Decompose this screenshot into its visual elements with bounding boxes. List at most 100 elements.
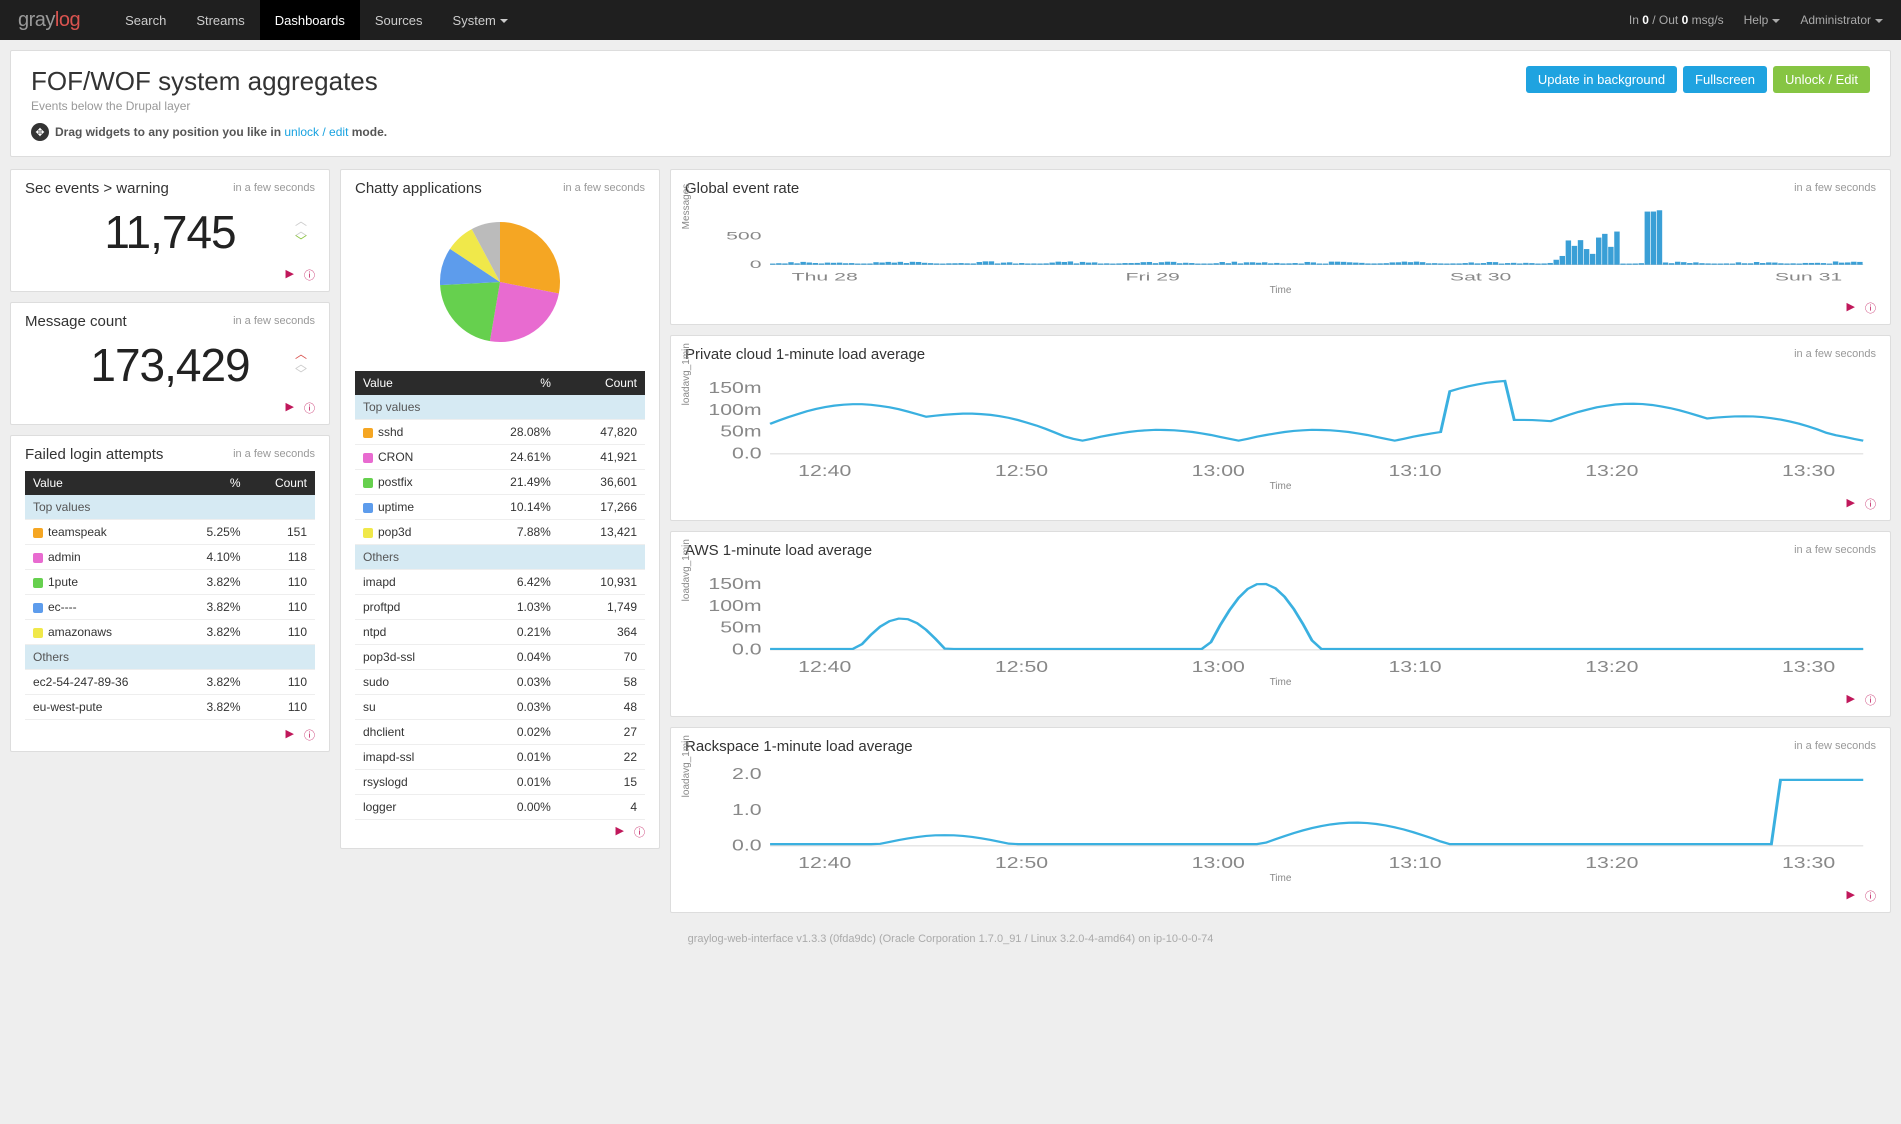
- svg-text:Thu 28: Thu 28: [792, 271, 858, 283]
- chatty-apps-table: Value%CountTop valuessshd28.08%47,820CRO…: [355, 371, 645, 820]
- table-row[interactable]: dhclient0.02%27: [355, 720, 645, 745]
- table-row[interactable]: uptime10.14%17,266: [355, 495, 645, 520]
- io-status: In 0 / Out 0 msg/s: [1629, 13, 1724, 27]
- table-row[interactable]: logger0.00%4: [355, 795, 645, 820]
- nav-sources[interactable]: Sources: [360, 0, 438, 40]
- page-header: FOF/WOF system aggregates Events below t…: [10, 50, 1891, 157]
- svg-text:12:40: 12:40: [798, 854, 851, 871]
- unlock-edit-link[interactable]: unlock / edit: [284, 125, 348, 139]
- svg-text:13:00: 13:00: [1192, 854, 1245, 871]
- navbar: graylog SearchStreamsDashboardsSourcesSy…: [0, 0, 1901, 40]
- refresh-label: in a few seconds: [233, 315, 315, 327]
- nav-items: SearchStreamsDashboardsSourcesSystem: [110, 0, 523, 40]
- svg-text:100m: 100m: [708, 401, 761, 419]
- logo[interactable]: graylog: [18, 9, 80, 32]
- svg-text:12:50: 12:50: [995, 854, 1048, 871]
- help-menu[interactable]: Help: [1744, 13, 1781, 27]
- svg-text:12:50: 12:50: [995, 658, 1048, 675]
- play-icon[interactable]: ▶: [1847, 496, 1855, 512]
- svg-text:Sat 30: Sat 30: [1450, 271, 1511, 283]
- table-row[interactable]: su0.03%48: [355, 695, 645, 720]
- widget-sec-events: Sec events > warning in a few seconds 11…: [10, 169, 330, 292]
- play-icon[interactable]: ▶: [286, 727, 294, 743]
- svg-text:150m: 150m: [708, 575, 761, 593]
- table-row[interactable]: amazonaws3.82%110: [25, 620, 315, 645]
- svg-text:0.0: 0.0: [732, 836, 762, 854]
- info-icon[interactable]: ⓘ: [304, 400, 315, 416]
- page-subtitle: Events below the Drupal layer: [31, 99, 1870, 113]
- update-background-button[interactable]: Update in background: [1526, 66, 1677, 93]
- table-row[interactable]: rsyslogd0.01%15: [355, 770, 645, 795]
- table-row[interactable]: ec2-54-247-89-363.82%110: [25, 670, 315, 695]
- table-row[interactable]: pop3d7.88%13,421: [355, 520, 645, 545]
- widget-failed-logins: Failed login attempts in a few seconds V…: [10, 435, 330, 752]
- trend-icon: ︿︿﹀: [295, 216, 307, 246]
- table-row[interactable]: proftpd1.03%1,749: [355, 595, 645, 620]
- nav-system[interactable]: System: [438, 0, 523, 40]
- table-row[interactable]: imapd6.42%10,931: [355, 570, 645, 595]
- play-icon[interactable]: ▶: [1847, 888, 1855, 904]
- svg-text:1.0: 1.0: [732, 801, 762, 819]
- svg-text:13:30: 13:30: [1782, 658, 1835, 675]
- svg-text:13:30: 13:30: [1782, 854, 1835, 871]
- svg-text:13:20: 13:20: [1585, 854, 1638, 871]
- logo-log: log: [55, 9, 80, 31]
- refresh-label: in a few seconds: [233, 182, 315, 194]
- table-row[interactable]: imapd-ssl0.01%22: [355, 745, 645, 770]
- table-row[interactable]: sudo0.03%58: [355, 670, 645, 695]
- table-row[interactable]: pop3d-ssl0.04%70: [355, 645, 645, 670]
- nav-streams[interactable]: Streams: [181, 0, 259, 40]
- table-row[interactable]: postfix21.49%36,601: [355, 470, 645, 495]
- svg-text:13:30: 13:30: [1782, 462, 1835, 479]
- svg-text:50m: 50m: [720, 422, 761, 440]
- widget-private: Private cloud 1-minute load average in a…: [670, 335, 1891, 521]
- refresh-label: in a few seconds: [1794, 348, 1876, 360]
- refresh-label: in a few seconds: [1794, 182, 1876, 194]
- table-row[interactable]: eu-west-pute3.82%110: [25, 695, 315, 720]
- play-icon[interactable]: ▶: [1847, 300, 1855, 316]
- svg-text:2.0: 2.0: [732, 765, 762, 783]
- footer: graylog-web-interface v1.3.3 (0fda9dc) (…: [10, 913, 1891, 975]
- play-icon[interactable]: ▶: [1847, 692, 1855, 708]
- widget-global: Global event rate in a few seconds Messa…: [670, 169, 1891, 325]
- widget-title: AWS 1-minute load average: [685, 542, 1876, 559]
- admin-menu[interactable]: Administrator: [1800, 13, 1883, 27]
- widget-message-count: Message count in a few seconds 173,429 ︿…: [10, 302, 330, 425]
- refresh-label: in a few seconds: [1794, 544, 1876, 556]
- table-row[interactable]: ec----3.82%110: [25, 595, 315, 620]
- table-row[interactable]: CRON24.61%41,921: [355, 445, 645, 470]
- table-row[interactable]: ntpd0.21%364: [355, 620, 645, 645]
- unlock-edit-button[interactable]: Unlock / Edit: [1773, 66, 1870, 93]
- svg-text:13:10: 13:10: [1388, 854, 1441, 871]
- svg-text:13:20: 13:20: [1585, 462, 1638, 479]
- nav-search[interactable]: Search: [110, 0, 181, 40]
- refresh-label: in a few seconds: [1794, 740, 1876, 752]
- message-count-value: 173,429: [25, 330, 315, 396]
- widget-title: Global event rate: [685, 180, 1876, 197]
- info-icon[interactable]: ⓘ: [304, 267, 315, 283]
- table-row[interactable]: teamspeak5.25%151: [25, 520, 315, 545]
- table-row[interactable]: admin4.10%118: [25, 545, 315, 570]
- play-icon[interactable]: ▶: [286, 267, 294, 283]
- info-icon[interactable]: ⓘ: [304, 727, 315, 743]
- info-icon[interactable]: ⓘ: [1865, 496, 1876, 512]
- trend-icon: ︿︿﹀: [295, 349, 307, 379]
- widget-title: Private cloud 1-minute load average: [685, 346, 1876, 363]
- table-row[interactable]: sshd28.08%47,820: [355, 420, 645, 445]
- info-icon[interactable]: ⓘ: [1865, 300, 1876, 316]
- play-icon[interactable]: ▶: [286, 400, 294, 416]
- info-icon[interactable]: ⓘ: [1865, 692, 1876, 708]
- svg-text:12:40: 12:40: [798, 658, 851, 675]
- info-icon[interactable]: ⓘ: [634, 824, 645, 840]
- nav-dashboards[interactable]: Dashboards: [260, 0, 360, 40]
- info-icon[interactable]: ⓘ: [1865, 888, 1876, 904]
- widget-rack: Rackspace 1-minute load average in a few…: [670, 727, 1891, 913]
- table-row[interactable]: 1pute3.82%110: [25, 570, 315, 595]
- failed-logins-table: Value%CountTop valuesteamspeak5.25%151ad…: [25, 471, 315, 723]
- svg-text:Fri 29: Fri 29: [1126, 271, 1180, 283]
- svg-text:0.0: 0.0: [732, 640, 762, 658]
- hint-bar: ✥ Drag widgets to any position you like …: [31, 123, 1870, 141]
- fullscreen-button[interactable]: Fullscreen: [1683, 66, 1767, 93]
- play-icon[interactable]: ▶: [616, 824, 624, 840]
- svg-text:0: 0: [750, 258, 762, 271]
